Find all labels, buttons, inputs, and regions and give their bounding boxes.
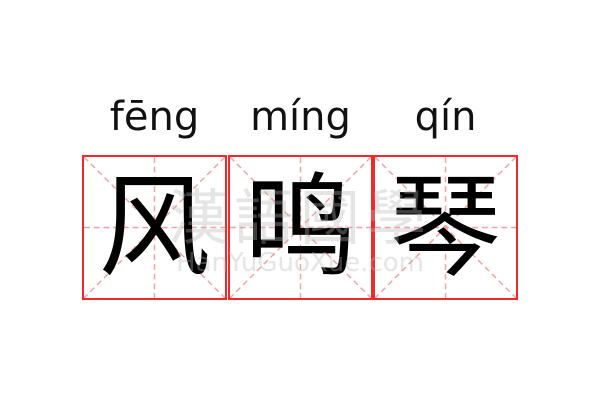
pinyin-1: fēng — [109, 94, 200, 140]
pinyin-2: míng — [250, 94, 351, 140]
guide-lines — [84, 157, 225, 298]
guide-lines — [230, 157, 371, 298]
character-box-2: 鸣 — [228, 155, 373, 300]
character-3: 琴 — [389, 162, 502, 293]
character-box-1: 风 — [82, 155, 227, 300]
character-2: 鸣 — [244, 162, 357, 293]
character-box-3: 琴 — [373, 155, 518, 300]
character-1: 风 — [98, 162, 211, 293]
pinyin-3: qín — [414, 94, 477, 140]
guide-lines — [375, 157, 516, 298]
